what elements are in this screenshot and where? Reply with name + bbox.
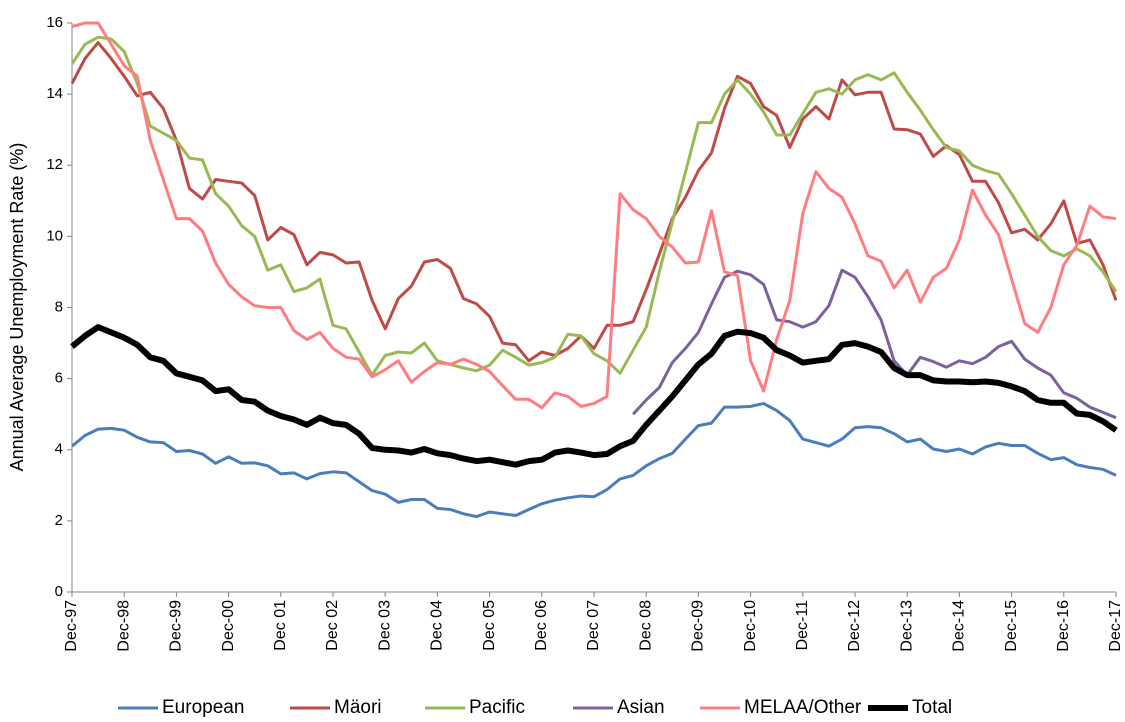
legend-label: Total (912, 697, 952, 718)
x-tick-label: Dec-11 (794, 600, 811, 650)
x-tick-label: Dec-09 (690, 600, 707, 652)
x-tick-label: Dec 04 (429, 600, 446, 651)
x-tick-label: Dec 08 (637, 600, 654, 651)
y-axis-title: Annual Average Unemployment Rate (%) (7, 143, 27, 472)
series-line (70, 324, 1118, 468)
y-tick-label: 2 (55, 512, 63, 529)
x-tick-label: Dec 03 (376, 600, 393, 651)
x-tick-label: Dec-13 (898, 600, 915, 652)
x-tick-label: Dec-14 (951, 600, 968, 652)
y-tick-label: 4 (55, 441, 63, 458)
x-tick-label: Dec-99 (168, 600, 185, 652)
legend-label: MELAA/Other (744, 697, 862, 718)
x-tick-label: Dec-17 (1107, 600, 1124, 652)
y-tick-label: 6 (55, 370, 63, 387)
x-tick-label: Dec-98 (115, 600, 132, 652)
series-line (71, 402, 1117, 519)
series-line (70, 41, 1118, 363)
x-tick-label: Dec-15 (1003, 600, 1020, 652)
x-tick-label: Dec-10 (742, 600, 759, 652)
x-tick-label: Dec-12 (846, 600, 863, 652)
x-tick-label: Dec-97 (63, 600, 80, 652)
legend-label: Mäori (334, 697, 382, 718)
x-tick-label: Dec-00 (220, 600, 237, 652)
legend-label: Asian (617, 697, 665, 718)
y-tick-label: 12 (46, 156, 63, 173)
legend-label: Pacific (469, 697, 525, 718)
y-tick-label: 14 (46, 85, 63, 102)
series-line (70, 35, 1118, 377)
x-tick-label: Dec-16 (1055, 600, 1072, 652)
y-tick-label: 8 (55, 298, 63, 315)
y-tick-label: 10 (46, 227, 63, 244)
y-tick-label: 0 (55, 583, 63, 600)
x-tick-label: Dec 05 (481, 600, 498, 651)
x-tick-label: Dec 01 (272, 600, 289, 651)
x-tick-label: Dec 02 (324, 600, 341, 651)
x-tick-label: Dec 07 (585, 600, 602, 651)
series-line (631, 268, 1117, 420)
x-tick-label: Dec 06 (533, 600, 550, 651)
legend-label: European (162, 697, 244, 718)
y-tick-label: 16 (46, 14, 63, 31)
series-line (71, 21, 1117, 410)
